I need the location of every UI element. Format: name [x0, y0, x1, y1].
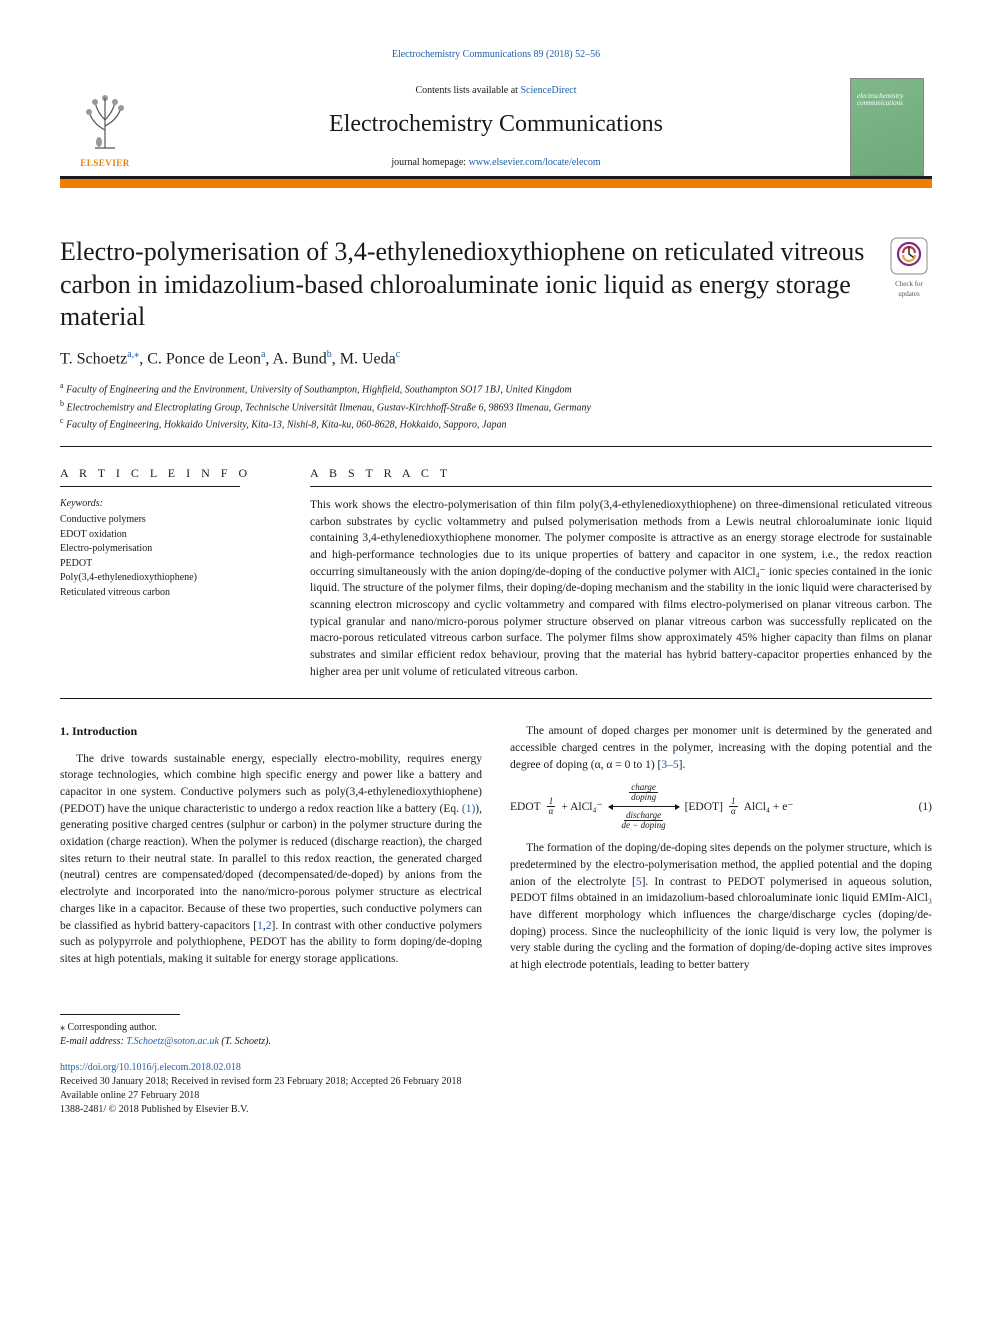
abstract-head: A B S T R A C T: [310, 465, 932, 482]
email-name: (T. Schoetz).: [219, 1036, 271, 1047]
equation-number: (1): [919, 799, 932, 816]
divider: [60, 698, 932, 699]
intro-paragraph-1: The drive towards sustainable energy, es…: [60, 751, 482, 968]
journal-cover-thumbnail: electrochemistry communications: [842, 78, 932, 176]
author-4: M. Ueda: [340, 350, 396, 367]
affiliation-a: Faculty of Engineering and the Environme…: [66, 385, 572, 396]
article-info-rule: [60, 486, 240, 487]
journal-homepage-line: journal homepage: www.elsevier.com/locat…: [150, 156, 842, 170]
keyword: Reticulated vitreous carbon: [60, 586, 280, 601]
updates-badge-line1: Check for: [886, 280, 932, 290]
keywords-label: Keywords:: [60, 497, 280, 511]
eq-ref-1[interactable]: (1): [462, 803, 475, 815]
keyword: Poly(3,4-ethylenedioxythiophene): [60, 571, 280, 586]
journal-name: Electrochemistry Communications: [150, 108, 842, 142]
equation-1: EDOT1α + AlCl₄⁻ chargedoping dischargede…: [510, 783, 932, 830]
contents-available-line: Contents lists available at ScienceDirec…: [150, 84, 842, 98]
corresponding-author: ⁎ Corresponding author.: [60, 1021, 932, 1035]
masthead: ELSEVIER Contents lists available at Sci…: [60, 78, 932, 176]
intro-paragraph-2: The amount of doped charges per monomer …: [510, 723, 932, 773]
footnotes: ⁎ Corresponding author. E-mail address: …: [60, 1014, 932, 1117]
section-1-head: 1. Introduction: [60, 723, 482, 740]
cite-link[interactable]: 3–5: [661, 759, 678, 771]
keyword: EDOT oxidation: [60, 528, 280, 543]
keyword: Electro-polymerisation: [60, 542, 280, 557]
contents-prefix: Contents lists available at: [415, 85, 520, 96]
keywords-list: Conductive polymers EDOT oxidation Elect…: [60, 513, 280, 600]
author-2: C. Ponce de Leon: [147, 350, 261, 367]
article-info-head: A R T I C L E I N F O: [60, 465, 280, 482]
affiliation-b: Electrochemistry and Electroplating Grou…: [67, 402, 591, 413]
author-1: T. Schoetz: [60, 350, 127, 367]
sciencedirect-link[interactable]: ScienceDirect: [520, 85, 576, 96]
copyright-line: 1388-2481/ © 2018 Published by Elsevier …: [60, 1103, 932, 1117]
elsevier-tree-icon: [70, 85, 140, 155]
author-4-affil[interactable]: c: [396, 349, 400, 360]
check-for-updates-badge[interactable]: Check for updates: [886, 236, 932, 334]
updates-badge-line2: updates: [886, 290, 932, 300]
footnote-rule: [60, 1014, 180, 1015]
email-label: E-mail address:: [60, 1036, 126, 1047]
corr-email-link[interactable]: T.Schoetz@soton.ac.uk: [126, 1036, 219, 1047]
keyword: PEDOT: [60, 557, 280, 572]
author-2-affil[interactable]: a: [261, 349, 265, 360]
abstract-rule: [310, 486, 932, 487]
author-3: A. Bund: [273, 350, 327, 367]
masthead-rule: [60, 176, 932, 188]
running-header: Electrochemistry Communications 89 (2018…: [60, 48, 932, 62]
journal-homepage-link[interactable]: www.elsevier.com/locate/elecom: [469, 157, 601, 168]
homepage-prefix: journal homepage:: [391, 157, 468, 168]
doi-link[interactable]: https://doi.org/10.1016/j.elecom.2018.02…: [60, 1062, 241, 1073]
publisher-logo: ELSEVIER: [60, 78, 150, 176]
available-online: Available online 27 February 2018: [60, 1089, 932, 1103]
article-title: Electro-polymerisation of 3,4-ethylenedi…: [60, 236, 866, 334]
received-dates: Received 30 January 2018; Received in re…: [60, 1075, 932, 1089]
publisher-name: ELSEVIER: [80, 157, 130, 170]
authors-line: T. Schoetza,⁎, C. Ponce de Leona, A. Bun…: [60, 348, 932, 371]
cover-thumb-title: electrochemistry communications: [857, 93, 923, 107]
affiliation-c: Faculty of Engineering, Hokkaido Univers…: [66, 419, 506, 430]
abstract-column: A B S T R A C T This work shows the elec…: [310, 465, 932, 680]
keyword: Conductive polymers: [60, 513, 280, 528]
affiliations: a Faculty of Engineering and the Environ…: [60, 380, 932, 432]
intro-paragraph-3: The formation of the doping/de-doping si…: [510, 840, 932, 973]
abstract-body: This work shows the electro-polymerisati…: [310, 497, 932, 680]
author-3-affil[interactable]: b: [327, 349, 332, 360]
article-info-column: A R T I C L E I N F O Keywords: Conducti…: [60, 465, 280, 680]
author-1-corr[interactable]: ⁎: [134, 349, 139, 360]
body-text: 1. Introduction The drive towards sustai…: [60, 723, 932, 973]
divider: [60, 446, 932, 447]
